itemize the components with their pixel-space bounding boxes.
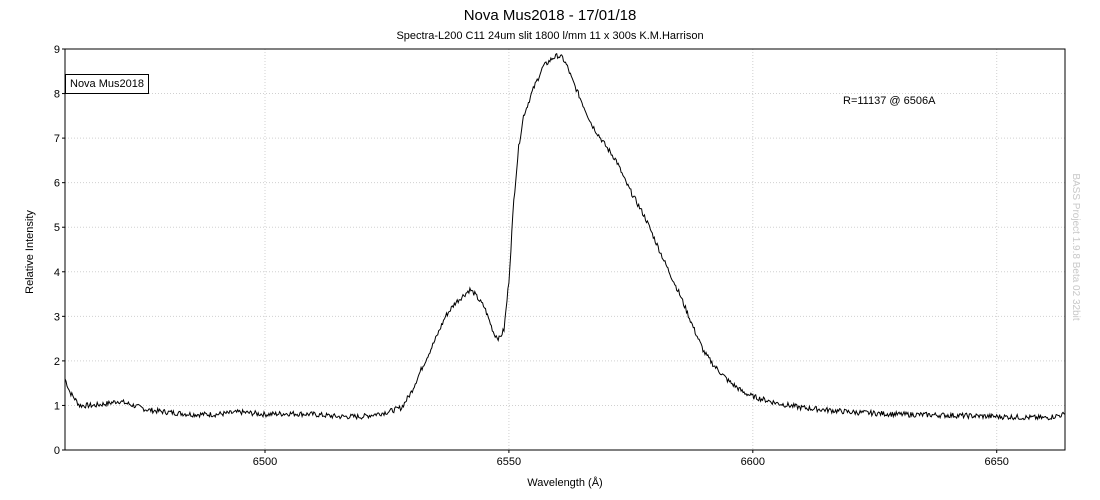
- y-axis-label: Relative Intensity: [24, 210, 36, 294]
- y-tick-label: 1: [54, 400, 60, 412]
- software-watermark: BASS Project 1.9.8 Beta 02 32bit: [1070, 173, 1081, 321]
- y-tick-label: 6: [54, 178, 60, 190]
- y-tick-label: 7: [54, 133, 60, 145]
- y-tick-label: 9: [54, 44, 60, 56]
- y-tick-label: 4: [54, 267, 60, 279]
- x-tick-label: 6600: [741, 456, 765, 468]
- resolution-annotation: R=11137 @ 6506A: [843, 95, 936, 107]
- y-tick-label: 2: [54, 356, 60, 368]
- x-tick-label: 6500: [253, 456, 277, 468]
- x-axis-label: Wavelength (Å): [527, 476, 602, 489]
- y-tick-label: 5: [54, 222, 60, 234]
- chart-subtitle: Spectra-L200 C11 24um slit 1800 l/mm 11 …: [396, 30, 703, 42]
- axis-ticks: 0 1 2 3 4 5 6 7 8 9 6500 6550 6600 6650: [54, 44, 1009, 468]
- chart-title: Nova Mus2018 - 17/01/18: [464, 7, 637, 24]
- grid-lines: [65, 49, 1065, 450]
- legend: Nova Mus2018: [65, 74, 149, 94]
- x-tick-label: 6550: [497, 456, 521, 468]
- y-tick-label: 8: [54, 89, 60, 101]
- x-tick-label: 6650: [984, 456, 1008, 468]
- y-tick-label: 0: [54, 445, 60, 457]
- series-line-nova-mus2018: [64, 52, 1066, 421]
- y-tick-label: 3: [54, 311, 60, 323]
- legend-entry-nova-mus2018: Nova Mus2018: [70, 78, 144, 90]
- plot-area-frame: [64, 48, 1066, 451]
